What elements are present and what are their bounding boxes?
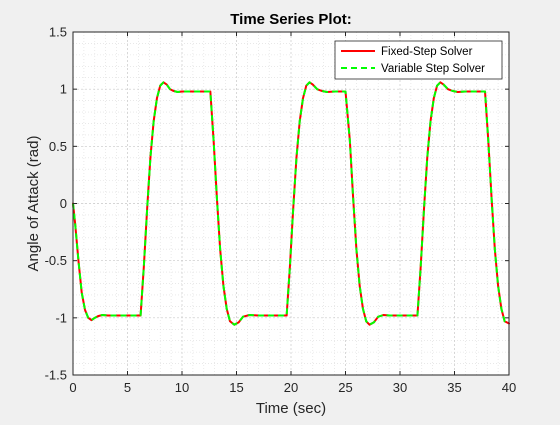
x-tick-label: 15 [229, 380, 243, 395]
x-tick-label: 25 [338, 380, 352, 395]
y-tick-label: 0 [60, 196, 67, 211]
y-tick-label: 0.5 [49, 139, 67, 154]
x-tick-label: 40 [502, 380, 516, 395]
x-tick-label: 10 [175, 380, 189, 395]
y-tick-label: 1.5 [49, 25, 67, 40]
x-tick-labels: 0 5 10 15 20 25 30 35 40 [69, 380, 516, 395]
y-tick-labels: -1.5 -1 -0.5 0 0.5 1 1.5 [45, 25, 67, 383]
x-tick-label: 30 [393, 380, 407, 395]
legend-label-fixed-step: Fixed-Step Solver [381, 46, 473, 58]
x-tick-label: 0 [69, 380, 76, 395]
axis-ticks [72, 31, 510, 376]
y-tick-label: -1.5 [45, 368, 67, 383]
series-line-variable-step [72, 81, 510, 326]
x-tick-label: 20 [284, 380, 298, 395]
series-layer [72, 81, 510, 326]
legend-box [334, 40, 503, 80]
y-tick-label: 1 [60, 82, 67, 97]
y-tick-label: -0.5 [45, 253, 67, 268]
x-tick-label: 5 [124, 380, 131, 395]
y-axis-label: Angle of Attack (rad) [25, 136, 42, 272]
legend[interactable]: Fixed-Step Solver Variable Step Solver [334, 40, 503, 80]
legend-label-variable-step: Variable Step Solver [381, 63, 485, 75]
x-tick-label: 35 [447, 380, 461, 395]
x-axis-label: Time (sec) [256, 400, 326, 417]
chart-title: Time Series Plot: [230, 11, 351, 28]
y-tick-label: -1 [55, 310, 67, 325]
